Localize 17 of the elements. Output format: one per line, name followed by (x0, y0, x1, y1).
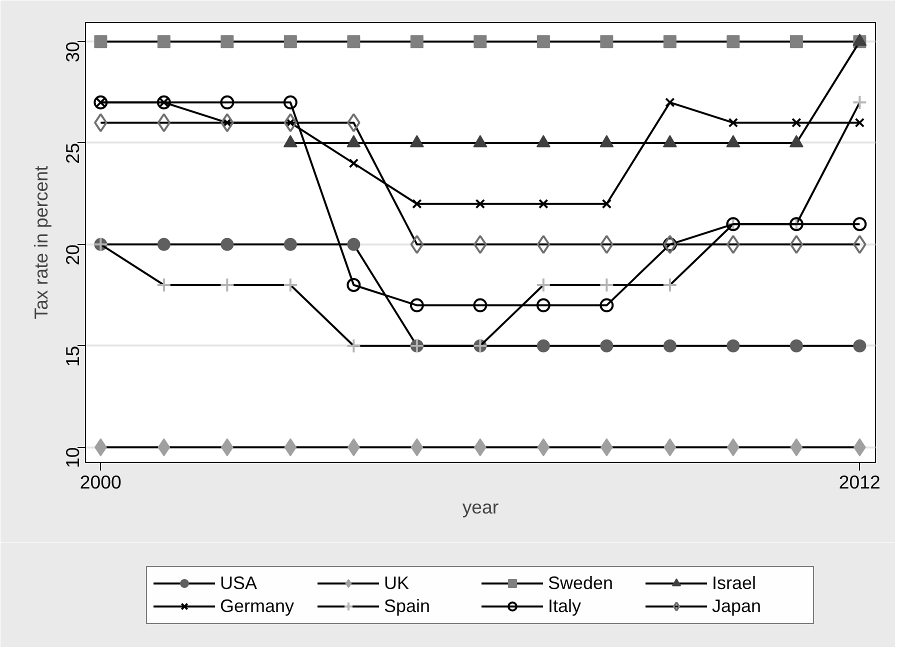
x-tick-label: 2000 (80, 472, 122, 492)
legend-label: Japan (712, 596, 762, 616)
y-axis-title: Tax rate in percent (30, 164, 52, 320)
x-axis-title: year (462, 496, 499, 518)
x-tick-label: 2012 (838, 472, 880, 492)
legend-label: UK (384, 572, 410, 594)
legend-label: USA (220, 572, 258, 594)
legend-label: Israel (712, 572, 758, 594)
legend-label: Italy (548, 596, 582, 616)
y-tick-label: 10 (62, 447, 83, 468)
y-tick-label: 30 (62, 42, 83, 62)
y-tick-label: 25 (62, 142, 83, 164)
y-tick-label: 15 (62, 346, 83, 367)
legend-label: Spain (384, 596, 432, 616)
legend-label: Sweden (548, 572, 614, 594)
y-tick-label: 20 (62, 244, 83, 266)
legend-label: Germany (220, 596, 296, 616)
